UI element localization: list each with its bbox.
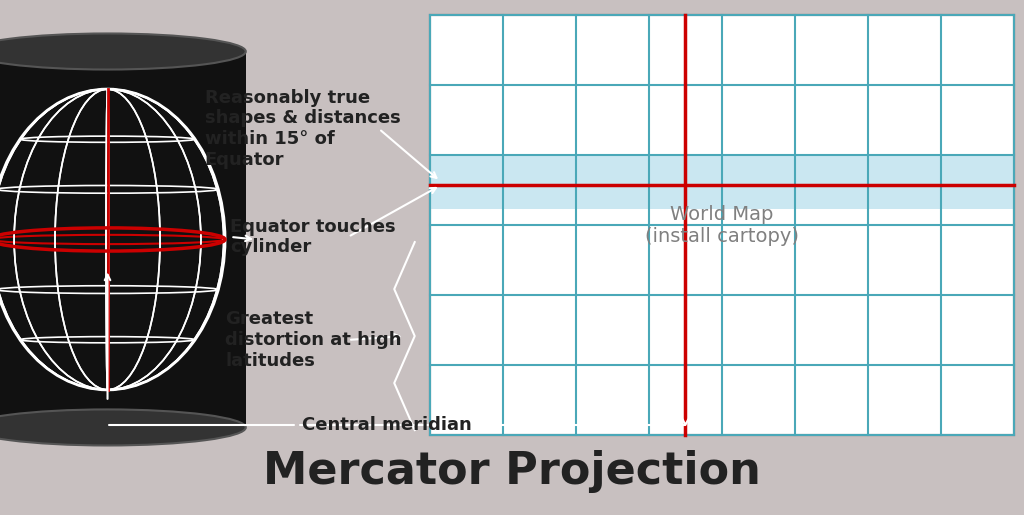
Bar <box>0 52 246 427</box>
Text: World Map
(install cartopy): World Map (install cartopy) <box>645 205 799 246</box>
Text: Equator touches
cylinder: Equator touches cylinder <box>230 217 396 256</box>
Text: Greatest
distortion at high
latitudes: Greatest distortion at high latitudes <box>225 310 401 370</box>
Ellipse shape <box>0 33 246 70</box>
Text: Mercator Projection: Mercator Projection <box>263 450 761 493</box>
Bar <box>430 15 1014 435</box>
Ellipse shape <box>0 409 246 445</box>
Bar <box>430 154 1014 209</box>
Text: Central meridian: Central meridian <box>302 416 472 434</box>
Text: Reasonably true
shapes & distances
within 15° of
Equator: Reasonably true shapes & distances withi… <box>205 89 400 169</box>
